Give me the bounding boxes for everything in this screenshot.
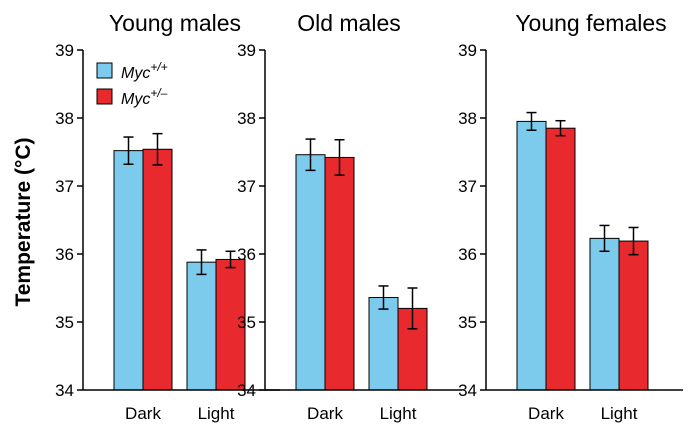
y-tick-label: 36 bbox=[55, 245, 74, 264]
y-tick-label: 34 bbox=[237, 381, 256, 400]
bar-dark-0 bbox=[516, 120, 547, 391]
y-tick-label: 38 bbox=[55, 109, 74, 128]
y-tick-label: 38 bbox=[458, 109, 477, 128]
bar-light-1 bbox=[618, 240, 649, 391]
panel-title: Young females bbox=[515, 10, 666, 36]
x-tick-label: Dark bbox=[307, 404, 343, 423]
y-tick-label: 37 bbox=[237, 177, 256, 196]
bar-dark-1 bbox=[142, 148, 173, 391]
legend-label: Myc+/– bbox=[121, 86, 168, 108]
y-axis-label: Temperature (°C) bbox=[12, 137, 35, 306]
error-bar bbox=[123, 136, 134, 165]
y-tick-label: 38 bbox=[237, 109, 256, 128]
y-tick-label: 39 bbox=[55, 41, 74, 60]
legend-label: Myc+/+ bbox=[121, 60, 168, 82]
y-tick-label: 36 bbox=[458, 245, 477, 264]
y-tick-label: 34 bbox=[458, 381, 477, 400]
error-bar bbox=[196, 249, 207, 276]
bar-dark-1 bbox=[324, 156, 355, 391]
legend: Myc+/+ Myc+/– bbox=[96, 60, 168, 108]
x-tick-label: Light bbox=[198, 404, 235, 423]
error-bar bbox=[599, 224, 610, 253]
error-bar bbox=[152, 132, 163, 166]
bar-dark-1 bbox=[545, 127, 576, 391]
bar-dark-0 bbox=[295, 154, 326, 391]
error-bar bbox=[407, 287, 418, 330]
error-bar bbox=[555, 119, 566, 137]
legend-entry-0: Myc+/+ bbox=[96, 60, 168, 82]
y-tick-label: 35 bbox=[55, 313, 74, 332]
error-bar bbox=[526, 111, 537, 131]
error-bar bbox=[334, 139, 345, 176]
bar-light-0 bbox=[368, 297, 399, 391]
y-tick-label: 39 bbox=[237, 41, 256, 60]
y-tick-label: 35 bbox=[458, 313, 477, 332]
y-tick-label: 34 bbox=[55, 381, 74, 400]
x-tick-label: Dark bbox=[125, 404, 161, 423]
error-bar bbox=[225, 250, 236, 269]
panel-title: Old males bbox=[297, 10, 401, 36]
legend-entry-1: Myc+/– bbox=[96, 86, 168, 108]
legend-swatch bbox=[96, 62, 113, 79]
y-tick-label: 35 bbox=[237, 313, 256, 332]
panel-2: Young females Dark Light 34 35 36 37 38 39 bbox=[458, 10, 683, 423]
y-tick-label: 36 bbox=[237, 245, 256, 264]
error-bar bbox=[628, 226, 639, 256]
x-tick-label: Light bbox=[601, 404, 638, 423]
error-bar bbox=[305, 138, 316, 172]
bar-dark-0 bbox=[113, 150, 144, 391]
y-tick-label: 37 bbox=[458, 177, 477, 196]
x-tick-label: Light bbox=[380, 404, 417, 423]
y-tick-label: 39 bbox=[458, 41, 477, 60]
panel-1: Old males Dark Light 34 35 36 37 38 39 bbox=[237, 10, 462, 423]
bar-light-0 bbox=[589, 237, 620, 391]
y-tick-label: 37 bbox=[55, 177, 74, 196]
x-tick-label: Dark bbox=[528, 404, 564, 423]
legend-swatch bbox=[96, 88, 113, 105]
bar-light-0 bbox=[186, 261, 217, 391]
panel-title: Young males bbox=[109, 10, 241, 36]
error-bar bbox=[378, 285, 389, 310]
